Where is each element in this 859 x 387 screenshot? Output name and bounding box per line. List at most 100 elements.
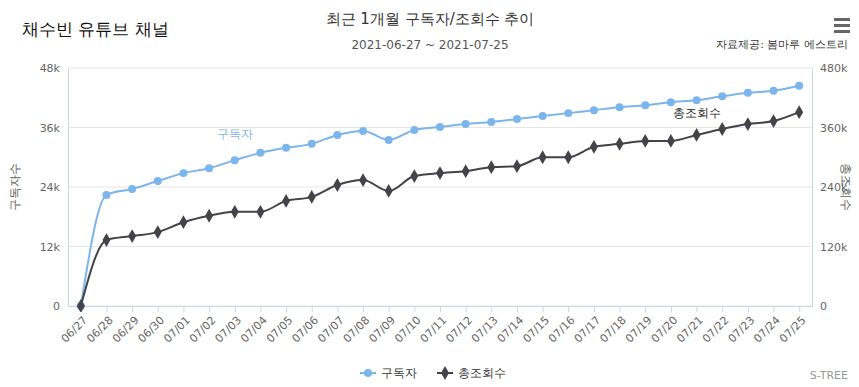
x-axis: 06/2706/2806/2906/3007/0107/0207/0307/04… [59,306,813,345]
series-line [81,112,799,306]
tick: 06/29 [110,306,142,345]
title: 최근 1개월 구독자/조회수 추이 [326,10,535,28]
data-point [359,173,367,187]
tick: 07/20 [649,306,681,345]
data-point [462,164,470,178]
tick: 480k [812,62,848,75]
tick-label: 07/09 [366,314,398,346]
tick-mark [543,306,544,312]
data-point [667,134,675,148]
tick-mark [235,306,236,312]
source: 자료제공: 봄마루 에스트리 [716,38,848,51]
credit: S-TREE [810,369,848,382]
tick-label: 07/13 [469,314,501,346]
data-point [641,134,649,148]
tick: 36k [40,122,68,135]
tick: 07/23 [726,306,758,345]
tick-mark [312,306,313,312]
tick: 07/15 [520,306,552,345]
menu-bar [834,24,850,27]
tick: 06/27 [59,306,91,345]
tick-label: 07/08 [341,314,373,346]
tick-label: 48k [40,62,61,75]
data-point [693,128,701,142]
tick: 07/25 [777,306,809,345]
corner-title: 채수빈 유튜브 채널 [22,19,169,39]
data-point [539,112,547,120]
tick-label: 0 [53,300,60,313]
tick: 07/12 [443,306,475,345]
tick-label: 06/27 [59,314,91,346]
tick-mark [748,306,749,312]
tick: 07/01 [161,306,193,345]
tick-label: 07/19 [623,314,655,346]
tick-label: 06/28 [84,314,116,346]
data-point [128,185,136,193]
data-point [179,215,187,229]
tick-mark [466,306,467,312]
data-point [795,105,803,119]
tick-mark [209,306,210,312]
legend-item[interactable]: 총조회수 [437,366,506,380]
tick: 360k [812,122,848,135]
tick-label: 07/11 [418,314,450,346]
tick: 07/21 [674,306,706,345]
plot-area [77,82,803,312]
tick-mark [132,306,133,312]
tick-label: 07/16 [546,314,578,346]
data-point [539,150,547,164]
data-point [256,149,264,157]
data-point [333,131,341,139]
grid-line [68,68,812,69]
tick: 07/16 [546,306,578,345]
data-point [282,194,290,208]
tick-mark [568,306,569,312]
data-point [256,205,264,219]
tick-label: 07/18 [597,314,629,346]
tick: 07/07 [315,306,347,345]
tick-mark [337,306,338,312]
tick-label: 07/12 [443,314,475,346]
tick: 0 [53,300,68,313]
menu-bar [834,30,850,33]
tick-mark [774,306,775,312]
data-point [487,118,495,126]
data-point [590,140,598,154]
tick-label: 07/14 [495,314,527,346]
tick-label: 360k [820,122,848,135]
y-axis: 012k24k36k48k [40,62,69,313]
tick: 07/14 [495,306,527,345]
tick-label: 06/29 [110,314,142,346]
tick-label: 07/03 [212,314,244,346]
data-point [308,140,316,148]
tick-mark [389,306,390,312]
legend-marker [364,369,372,377]
tick-mark [517,306,518,312]
tick-label: 07/23 [726,314,758,346]
grid-line [68,246,812,247]
tick: 07/09 [366,306,398,345]
tick: 06/30 [136,306,168,345]
tick-mark [722,306,723,312]
data-point [231,156,239,164]
tick: 07/06 [289,306,321,345]
data-point [231,205,239,219]
tick-mark [106,306,107,312]
data-point [205,209,213,223]
tick-mark [363,306,364,312]
data-point [590,106,598,114]
tick: 24k [40,181,68,194]
legend-item[interactable]: 구독자 [360,366,417,380]
tick: 07/19 [623,306,655,345]
grid-line [68,187,812,188]
menu-button[interactable] [834,18,850,33]
tick-mark [183,306,184,312]
data-point [718,92,726,100]
tick: 07/18 [597,306,629,345]
data-point [410,169,418,183]
tick-label: 07/21 [674,314,706,346]
tick-mark [620,306,621,312]
data-point [102,233,110,247]
data-point [770,87,778,95]
tick-mark [414,306,415,312]
